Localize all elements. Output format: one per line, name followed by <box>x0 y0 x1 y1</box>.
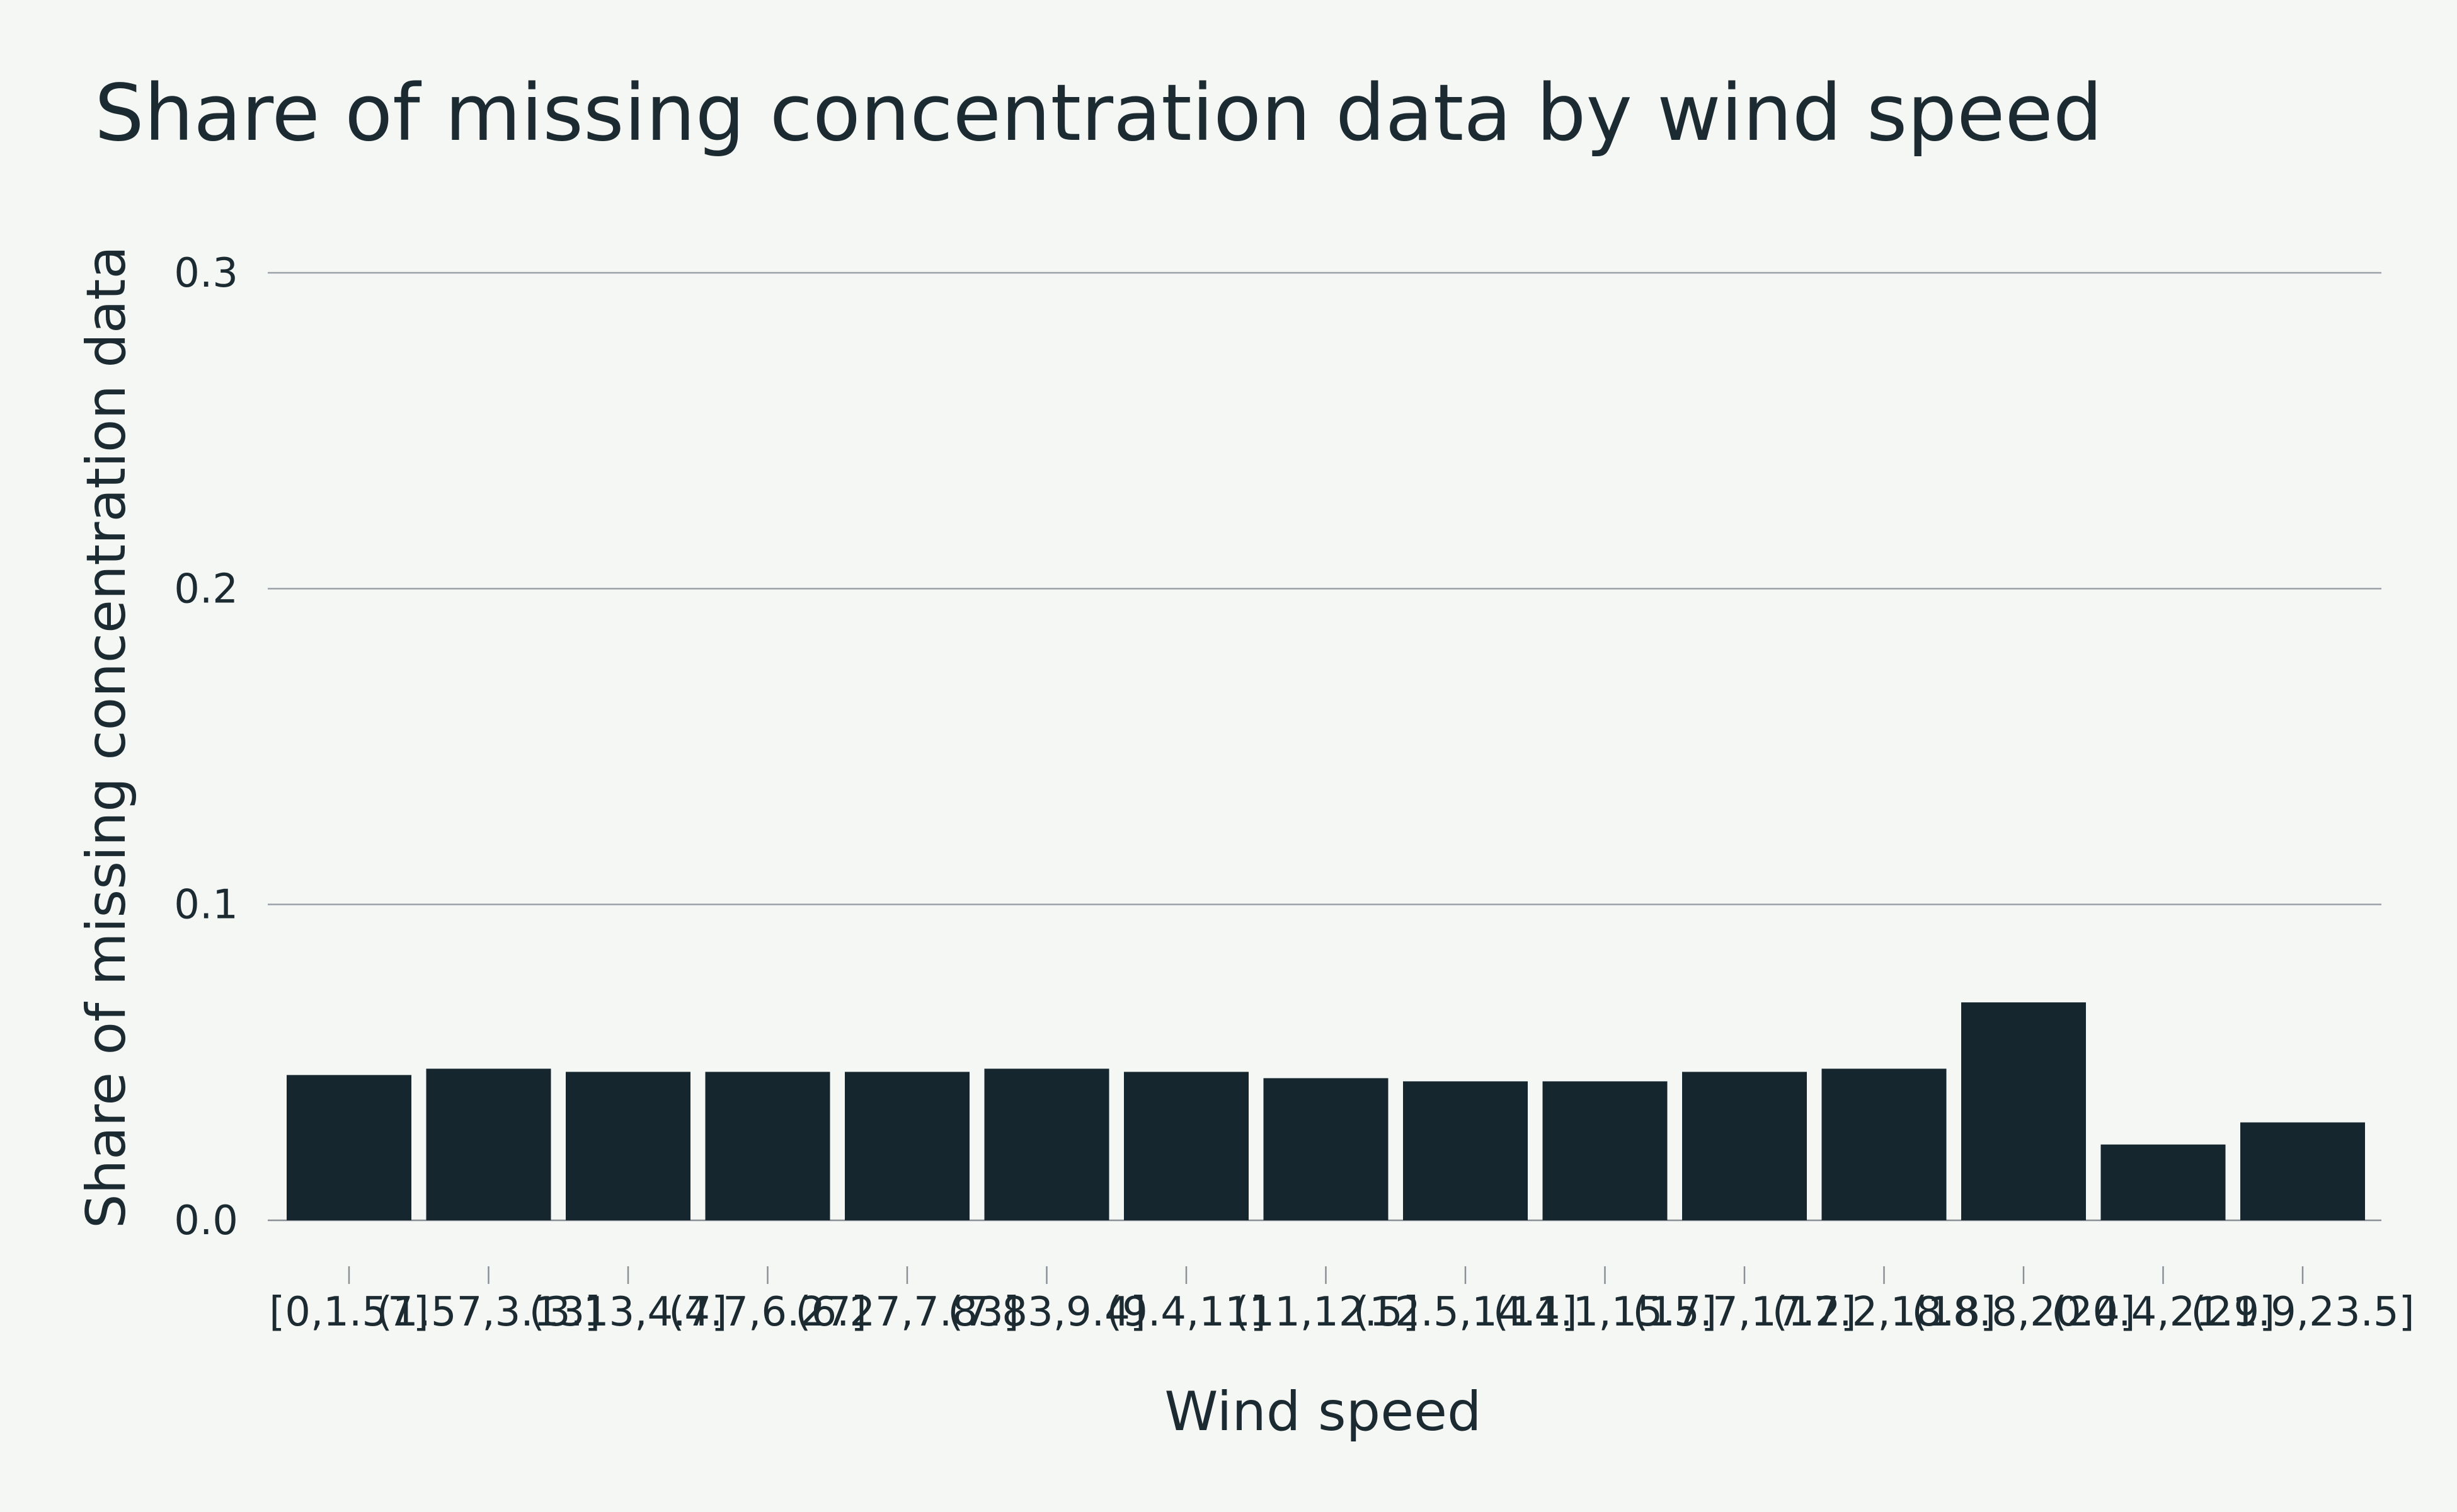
bar <box>426 1068 551 1220</box>
bar <box>2240 1122 2365 1220</box>
x-tick-label: (15.7,17.2] <box>1632 1289 1856 1336</box>
bar <box>984 1068 1109 1220</box>
x-tick-label: (18.8,20.4] <box>1911 1289 2135 1336</box>
x-tick-label: (17.2,18.8] <box>1772 1289 1996 1336</box>
y-axis-title: Share of missing concentration data <box>75 246 138 1228</box>
x-tick-label: (11,12.5] <box>1233 1289 1418 1336</box>
bar <box>2100 1144 2226 1220</box>
x-tick-label: (20.4,21.9] <box>2051 1289 2275 1336</box>
bar <box>1403 1081 1528 1220</box>
x-tick-label: (21.9,23.5] <box>2191 1289 2414 1336</box>
y-tick-label: 0.3 <box>174 250 238 297</box>
chart-title: Share of missing concentration data by w… <box>94 68 2102 159</box>
x-tick-label: [0,1.57] <box>269 1289 429 1336</box>
bar <box>1542 1081 1668 1220</box>
bar <box>1263 1078 1389 1220</box>
x-tick-label: (4.7,6.27] <box>668 1289 867 1336</box>
bar <box>845 1072 970 1220</box>
bar <box>287 1075 411 1220</box>
bar <box>566 1072 690 1220</box>
bar <box>1821 1068 1947 1220</box>
x-tick-label: (6.27,7.83] <box>795 1289 1019 1336</box>
bar <box>1124 1072 1249 1220</box>
y-tick-label: 0.0 <box>174 1198 238 1244</box>
x-tick-label: (12.5,14.1] <box>1353 1289 1577 1336</box>
x-tick-label: (9.4,11] <box>1106 1289 1266 1336</box>
x-tick-label: (14.1,15.7] <box>1493 1289 1717 1336</box>
bar <box>705 1072 830 1220</box>
x-tick-label: (7.83,9.4] <box>948 1289 1146 1336</box>
bar <box>1682 1072 1807 1220</box>
x-axis-ticks: [0,1.57](1.57,3.13](3.13,4.7](4.7,6.27](… <box>269 1266 2415 1336</box>
x-axis-title: Wind speed <box>1164 1380 1481 1443</box>
bars <box>287 1002 2365 1220</box>
x-tick-label: (3.13,4.7] <box>529 1289 728 1336</box>
y-tick-label: 0.1 <box>174 882 238 929</box>
y-tick-label: 0.2 <box>174 566 238 612</box>
x-tick-label: (1.57,3.13] <box>377 1289 600 1336</box>
y-axis-ticks: 0.0 0.1 0.2 0.3 <box>174 250 238 1244</box>
bar <box>1961 1002 2086 1220</box>
